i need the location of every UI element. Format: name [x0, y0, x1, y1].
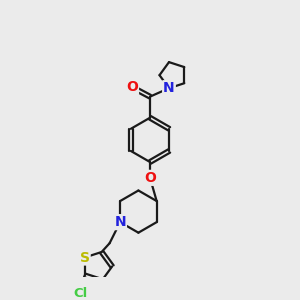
Text: Cl: Cl [73, 287, 88, 300]
Text: N: N [114, 215, 126, 229]
Text: O: O [126, 80, 138, 94]
Text: O: O [144, 171, 156, 185]
Text: N: N [163, 81, 175, 95]
Text: S: S [80, 250, 90, 265]
